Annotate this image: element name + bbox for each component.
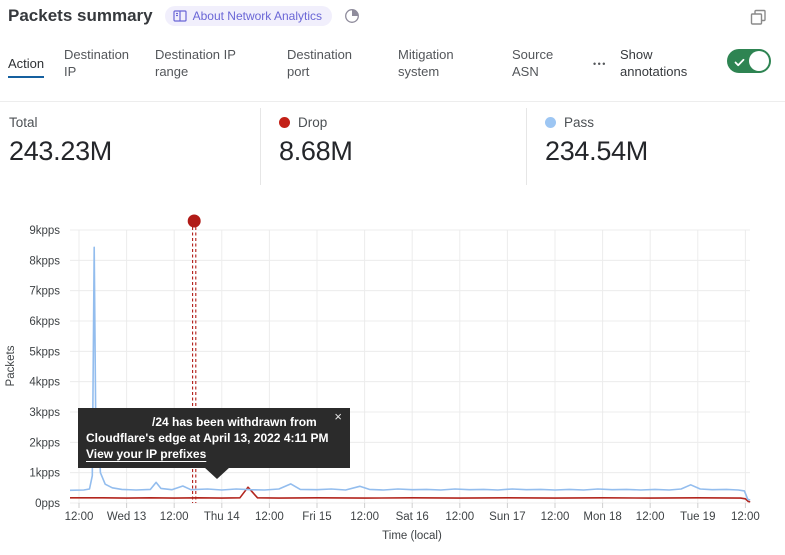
more-tabs-button[interactable]: •••	[593, 59, 607, 69]
stat-total: Total 243.23M	[0, 108, 260, 185]
y-tick-label: 0pps	[35, 498, 60, 510]
stat-value: 8.68M	[279, 136, 353, 166]
popout-window-icon[interactable]	[750, 9, 767, 31]
tab-label: Mitigation system	[398, 47, 454, 79]
about-network-analytics-badge[interactable]: About Network Analytics	[164, 6, 332, 26]
x-tick-label: Sun 17	[489, 511, 525, 523]
y-tick-label: 3kpps	[29, 407, 60, 419]
x-tick-label: Mon 18	[583, 511, 621, 523]
tab-destination-ip[interactable]: Destination IP	[64, 46, 155, 80]
tab-destination-ip-range[interactable]: Destination IP range	[155, 46, 287, 80]
legend-dot-icon	[279, 117, 290, 128]
tab-label: Destination IP	[64, 47, 130, 79]
stat-pass: Pass 234.54M	[526, 108, 785, 185]
y-tick-label: 5kpps	[29, 346, 60, 358]
time-period-icon[interactable]	[344, 8, 360, 24]
x-tick-label: 12:00	[255, 511, 284, 523]
page-title: Packets summary	[8, 6, 153, 25]
check-icon	[734, 55, 745, 73]
tab-action[interactable]: Action	[8, 46, 64, 78]
pass-line	[69, 246, 751, 501]
stat-label: Total	[9, 115, 38, 130]
x-axis-title: Time (local)	[382, 530, 442, 542]
header: Packets summary About Network Analytics	[8, 6, 360, 26]
y-tick-label: 9kpps	[29, 225, 60, 237]
x-tick-label: Sat 16	[396, 511, 429, 523]
summary-stats: Total 243.23M Drop 8.68M Pass 234.54M	[0, 101, 785, 185]
x-tick-label: Fri 15	[302, 511, 331, 523]
y-tick-label: 8kpps	[29, 255, 60, 267]
tab-destination-port[interactable]: Destination port	[287, 46, 398, 80]
y-tick-label: 4kpps	[29, 377, 60, 389]
y-tick-label: 7kpps	[29, 286, 60, 298]
annotation-marker[interactable]	[187, 214, 201, 228]
x-tick-label: 12:00	[160, 511, 189, 523]
tooltip-caret	[204, 467, 230, 479]
annotation-tooltip: × /24 has been withdrawn from Cloudflare…	[78, 408, 350, 479]
tab-label: Action	[8, 55, 45, 78]
tooltip-line-1: /24 has been withdrawn from	[152, 415, 317, 429]
x-tick-label: 12:00	[731, 511, 760, 523]
x-tick-label: Tue 19	[680, 511, 715, 523]
x-tick-label: 12:00	[65, 511, 94, 523]
view-ip-prefixes-link[interactable]: View your IP prefixes	[86, 447, 207, 461]
y-axis-title: Packets	[5, 345, 17, 386]
x-tick-label: Thu 14	[204, 511, 240, 523]
x-tick-label: Wed 13	[107, 511, 146, 523]
show-annotations-label: Show annotations	[620, 47, 688, 79]
badge-label: About Network Analytics	[192, 9, 322, 23]
stat-value: 243.23M	[9, 136, 112, 166]
stat-label: Drop	[298, 115, 328, 130]
dimension-tabs: Action Destination IP Destination IP range…	[8, 46, 771, 80]
x-tick-label: 12:00	[636, 511, 665, 523]
tooltip-line-2: Cloudflare's edge at April 13, 2022 4:11…	[86, 431, 329, 445]
stat-label: Pass	[564, 115, 595, 130]
x-tick-label: 12:00	[541, 511, 570, 523]
packets-chart: 9kpps 8kpps 7kpps 6kpps 5kpps 4kpps 3kpps 2kpps…	[5, 214, 760, 542]
stat-drop: Drop 8.68M	[260, 108, 526, 185]
close-icon[interactable]: ×	[334, 409, 342, 424]
tab-label: Destination port	[287, 47, 353, 79]
tab-mitigation-system[interactable]: Mitigation system	[398, 46, 512, 80]
x-tick-label: 12:00	[350, 511, 379, 523]
y-tick-label: 2kpps	[29, 437, 60, 449]
book-icon	[172, 10, 187, 22]
stat-value: 234.54M	[545, 136, 648, 166]
tab-label: Source ASN	[512, 47, 554, 79]
y-tick-label: 6kpps	[29, 316, 60, 328]
toggle-knob	[749, 51, 769, 71]
show-annotations-toggle[interactable]	[727, 49, 771, 73]
drop-line	[70, 486, 751, 503]
tab-source-asn[interactable]: Source ASN	[512, 46, 593, 80]
legend-dot-icon	[545, 117, 556, 128]
tab-label: Destination IP range	[155, 47, 236, 79]
x-tick-label: 12:00	[445, 511, 474, 523]
y-tick-label: 1kpps	[29, 468, 60, 480]
